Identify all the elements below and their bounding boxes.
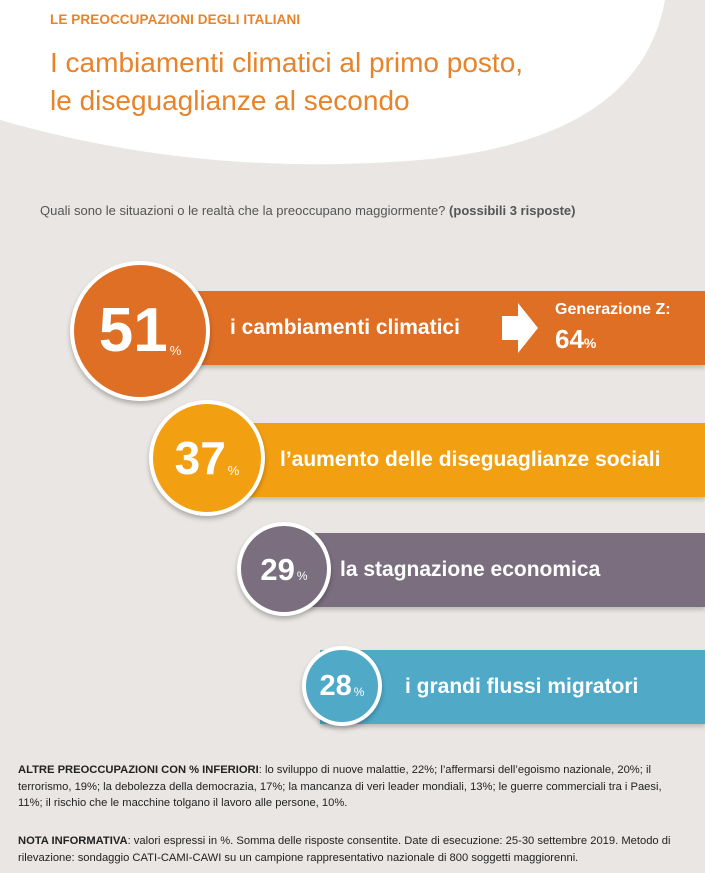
- value-circle: 28%: [302, 646, 382, 726]
- other-concerns-title: ALTRE PREOCCUPAZIONI CON % INFERIORI: [18, 764, 259, 776]
- bar-row: la stagnazione economica: [270, 533, 705, 607]
- other-concerns-note: ALTRE PREOCCUPAZIONI CON % INFERIORI: lo…: [18, 762, 686, 812]
- value-label: 28: [319, 669, 352, 702]
- bar-label: i cambiamenti climatici: [230, 316, 460, 339]
- genz-value: 64%: [555, 324, 596, 355]
- other-concerns-text: : lo sviluppo di nuove malattie, 22%; l’…: [18, 764, 662, 809]
- value-label: 37: [174, 432, 226, 484]
- value-circle: 29%: [237, 522, 331, 616]
- genz-percent: %: [583, 335, 597, 351]
- methodology-note: NOTA INFORMATIVA: valori espressi in %. …: [18, 833, 686, 866]
- bar-label: la stagnazione economica: [340, 558, 601, 581]
- percent-sign: %: [169, 343, 182, 358]
- value-label: 29: [260, 551, 295, 587]
- methodology-text: : valori espressi in %. Somma delle risp…: [18, 835, 671, 864]
- title-line-1: I cambiamenti climatici al primo posto,: [50, 47, 524, 78]
- bar-row: l’aumento delle diseguaglianze sociali: [225, 423, 705, 497]
- percent-sign: %: [353, 684, 365, 699]
- section-kicker: LE PREOCCUPAZIONI DEGLI ITALIANI: [50, 12, 301, 27]
- header-background: [0, 0, 665, 165]
- question-note: (possibili 3 risposte): [449, 203, 576, 218]
- percent-sign: %: [296, 568, 308, 583]
- percent-sign: %: [227, 463, 240, 478]
- survey-question: Quali sono le situazioni o le realtà che…: [40, 203, 575, 218]
- bar-label: i grandi flussi migratori: [405, 675, 639, 698]
- question-text: Quali sono le situazioni o le realtà che…: [40, 203, 446, 218]
- arrow-right-icon: [502, 303, 538, 353]
- value-label: 51: [98, 296, 168, 365]
- bar-row: i cambiamenti climatici: [190, 291, 705, 365]
- genz-label: Generazione Z:: [555, 301, 671, 318]
- page-title: I cambiamenti climatici al primo posto, …: [50, 44, 650, 120]
- methodology-title: NOTA INFORMATIVA: [18, 835, 128, 847]
- title-line-2: le diseguaglianze al secondo: [50, 85, 410, 116]
- value-circle: 37%: [149, 400, 265, 516]
- bar-label: l’aumento delle diseguaglianze sociali: [280, 448, 661, 471]
- bar-row: i grandi flussi migratori: [320, 650, 705, 724]
- genz-number: 64: [555, 324, 584, 354]
- value-circle: 51%: [70, 261, 210, 401]
